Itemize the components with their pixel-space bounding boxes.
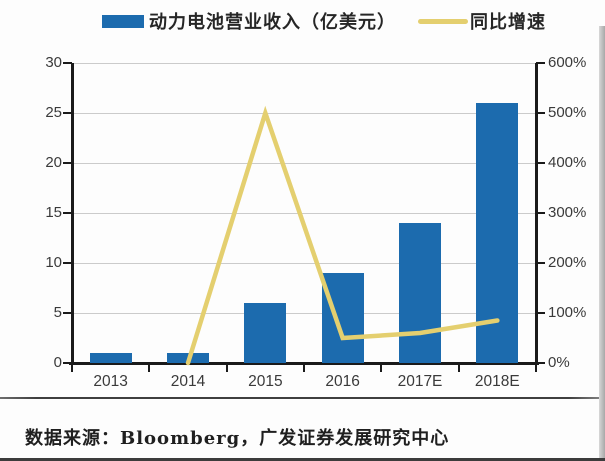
right-axis-label: 0% — [548, 354, 570, 371]
left-axis-label: 5 — [53, 304, 62, 321]
right-axis-label: 500% — [548, 104, 587, 121]
right-axis-tick — [536, 262, 545, 264]
revenue-legend-swatch — [102, 15, 144, 28]
x-axis-category-label: 2017E — [397, 373, 443, 390]
x-axis-tick — [225, 364, 228, 372]
right-axis-tick — [536, 162, 545, 164]
right-axis-tick — [536, 212, 545, 214]
bar-2015 — [244, 303, 287, 363]
left-axis-label: 20 — [45, 154, 62, 171]
x-axis-tick — [148, 364, 151, 372]
right-axis-label: 400% — [548, 154, 587, 171]
x-axis-tick — [535, 364, 537, 372]
x-axis-category-label: 2014 — [170, 373, 206, 390]
plot-area: 0 5 10 15 20 25 30 0% 100% 200% 300% 400% 500% 600% 20… — [45, 54, 587, 390]
left-axis-label: 30 — [45, 54, 62, 71]
left-axis-line — [70, 63, 74, 363]
bar-2016 — [321, 273, 364, 363]
left-axis-label: 15 — [45, 204, 62, 221]
right-axis-tick — [536, 62, 545, 64]
bar-2017E — [399, 223, 441, 363]
bar-2018E — [476, 103, 519, 363]
left-axis-tick — [63, 112, 72, 114]
revenue-legend-label: 动力电池营业收入（亿美元） — [149, 12, 396, 33]
left-axis-tick — [63, 262, 72, 264]
left-axis-tick — [63, 62, 72, 64]
gridline — [72, 112, 536, 114]
growth-legend-label: 同比增速 — [470, 12, 546, 33]
bar-2014 — [167, 353, 209, 363]
footer-divider — [0, 397, 605, 399]
source-note: 数据来源：Bloomberg，广发证券发展研究中心 — [25, 428, 450, 449]
right-axis-label: 600% — [548, 54, 587, 71]
left-axis-tick — [63, 362, 72, 364]
growth-legend-swatch — [418, 19, 468, 24]
x-axis-tick — [457, 364, 460, 372]
x-axis-tick — [380, 364, 383, 372]
left-axis-tick — [63, 312, 72, 314]
right-axis-tick — [536, 362, 545, 364]
x-axis-category-label: 2013 — [93, 373, 128, 390]
right-axis-label: 300% — [548, 204, 587, 221]
screenshot-right-edge — [599, 26, 605, 458]
x-axis-tick — [71, 364, 73, 372]
right-axis-label: 200% — [548, 254, 587, 271]
right-axis-tick — [536, 112, 545, 114]
gridline — [72, 262, 536, 264]
right-axis-label: 100% — [548, 304, 587, 321]
left-axis-tick — [63, 162, 72, 164]
bar-2013 — [89, 353, 132, 363]
gridline — [72, 162, 536, 164]
left-axis-label: 0 — [53, 354, 62, 371]
x-axis-tick — [303, 364, 305, 372]
x-axis-category-label: 2018E — [474, 373, 520, 390]
gridline — [72, 212, 536, 214]
gridline — [72, 62, 536, 64]
x-axis-category-label: 2015 — [248, 373, 283, 390]
right-axis-tick — [536, 312, 545, 314]
gridline — [72, 312, 536, 314]
left-axis-label: 10 — [45, 254, 62, 271]
left-axis-tick — [63, 212, 72, 214]
x-axis-category-label: 2016 — [325, 373, 360, 390]
left-axis-label: 25 — [45, 104, 62, 121]
